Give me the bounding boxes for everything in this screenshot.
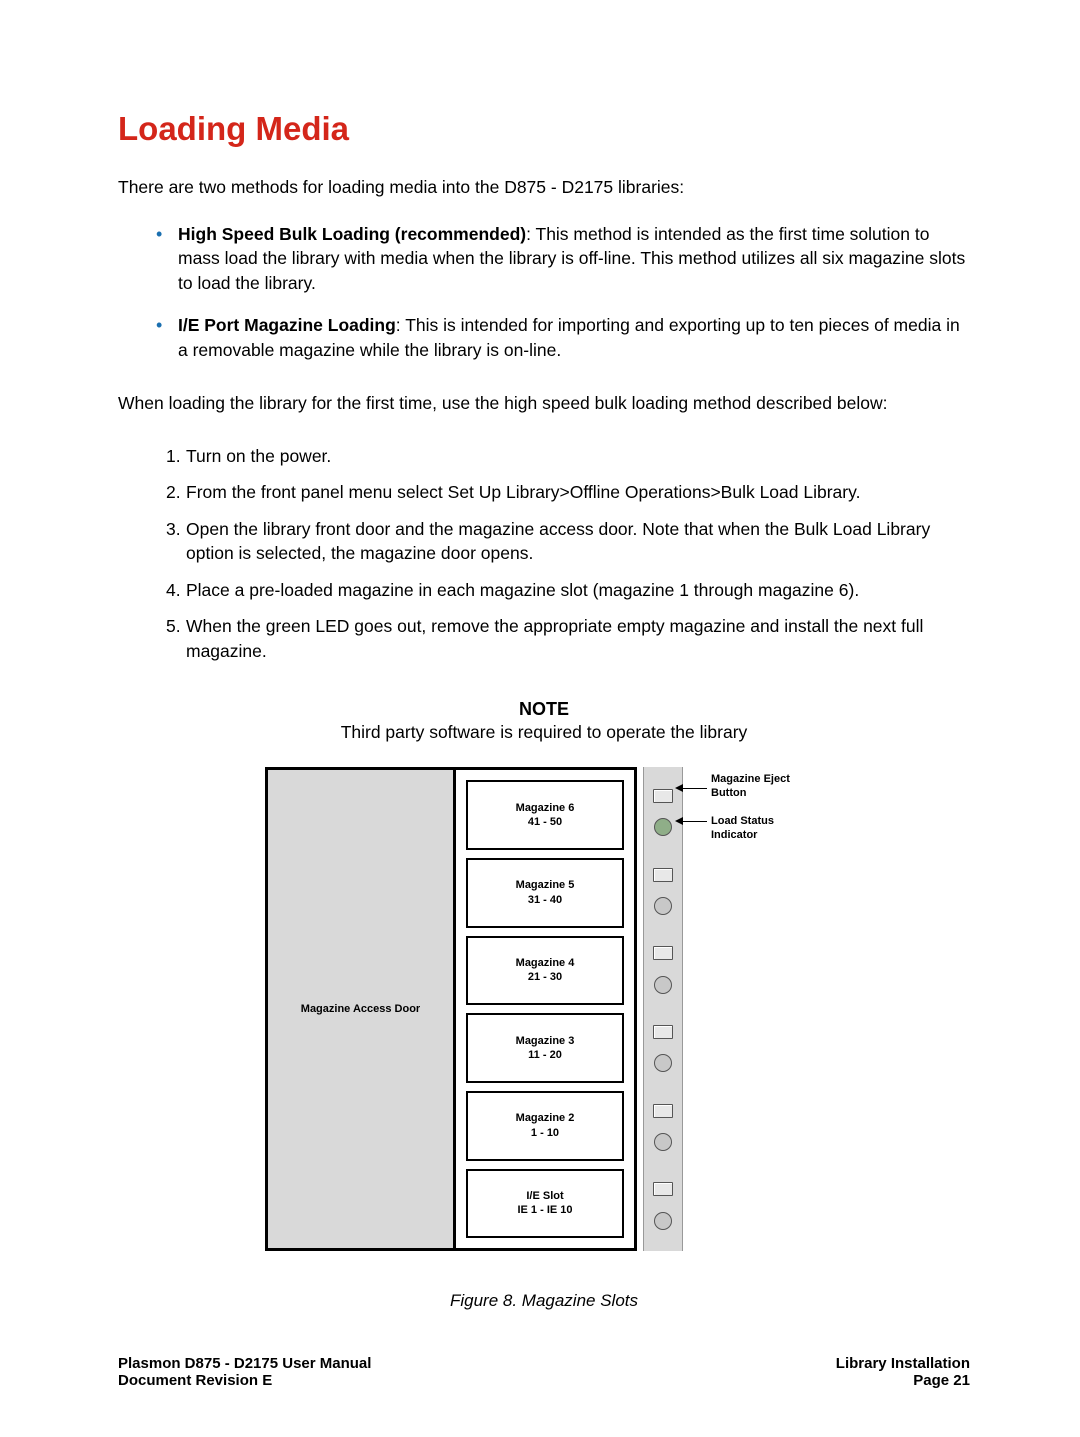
footer-manual-title: Plasmon D875 - D2175 User Manual — [118, 1355, 371, 1372]
eject-button-icon — [653, 1182, 673, 1196]
slot-name: Magazine 5 — [516, 878, 575, 892]
status-led-icon — [654, 976, 672, 994]
eject-button-icon — [653, 946, 673, 960]
figure-container: Magazine Access Door Magazine 6 41 - 50 … — [118, 767, 970, 1251]
slot-range: 41 - 50 — [528, 815, 562, 829]
status-led-icon — [654, 897, 672, 915]
list-item: High Speed Bulk Loading (recommended): T… — [156, 222, 970, 296]
pre-steps-text: When loading the library for the first t… — [118, 392, 970, 416]
magazine-slot: Magazine 4 21 - 30 — [466, 936, 624, 1006]
eject-button-icon — [653, 1104, 673, 1118]
control-cell — [644, 1092, 682, 1163]
magazine-slot: Magazine 5 31 - 40 — [466, 858, 624, 928]
footer-page-number: Page 21 — [836, 1372, 970, 1389]
step-item: From the front panel menu select Set Up … — [166, 480, 970, 505]
control-cell — [644, 856, 682, 927]
magazine-slot: Magazine 2 1 - 10 — [466, 1091, 624, 1161]
callout-line — [683, 821, 707, 822]
method-list: High Speed Bulk Loading (recommended): T… — [118, 222, 970, 363]
page-footer: Plasmon D875 - D2175 User Manual Documen… — [118, 1355, 970, 1389]
arrow-icon — [675, 784, 683, 792]
callout-led-label: Load Status Indicator — [711, 815, 774, 843]
slot-name: Magazine 2 — [516, 1111, 575, 1125]
footer-revision: Document Revision E — [118, 1372, 371, 1389]
step-item: When the green LED goes out, remove the … — [166, 614, 970, 663]
status-led-icon — [654, 1212, 672, 1230]
slot-range: 1 - 10 — [531, 1126, 559, 1140]
step-item: Place a pre-loaded magazine in each maga… — [166, 578, 970, 603]
callout-eject-label: Magazine Eject Button — [711, 773, 790, 801]
control-cell — [644, 935, 682, 1006]
control-cell — [644, 1171, 682, 1242]
list-lead: High Speed Bulk Loading (recommended) — [178, 224, 526, 244]
magazine-slot: I/E Slot IE 1 - IE 10 — [466, 1169, 624, 1239]
step-item: Turn on the power. — [166, 444, 970, 469]
control-cell — [644, 1013, 682, 1084]
note-text: Third party software is required to oper… — [118, 722, 970, 743]
eject-button-icon — [653, 789, 673, 803]
control-column — [643, 767, 683, 1251]
intro-text: There are two methods for loading media … — [118, 176, 970, 200]
door-label: Magazine Access Door — [301, 1003, 420, 1016]
arrow-icon — [675, 817, 683, 825]
eject-button-icon — [653, 1025, 673, 1039]
note-heading: NOTE — [118, 699, 970, 720]
status-led-icon — [654, 818, 672, 836]
callout-line — [683, 788, 707, 789]
slot-range: 21 - 30 — [528, 970, 562, 984]
page-title: Loading Media — [118, 110, 970, 148]
status-led-icon — [654, 1133, 672, 1151]
magazine-panel: Magazine 6 41 - 50 Magazine 5 31 - 40 Ma… — [456, 770, 634, 1248]
library-diagram: Magazine Access Door Magazine 6 41 - 50 … — [265, 767, 637, 1251]
slot-range: IE 1 - IE 10 — [517, 1203, 572, 1217]
step-item: Open the library front door and the maga… — [166, 517, 970, 566]
list-item: I/E Port Magazine Loading: This is inten… — [156, 313, 970, 362]
eject-button-icon — [653, 868, 673, 882]
steps-list: Turn on the power. From the front panel … — [118, 444, 970, 664]
slot-name: Magazine 3 — [516, 1034, 575, 1048]
slot-range: 11 - 20 — [528, 1048, 562, 1062]
slot-name: Magazine 6 — [516, 801, 575, 815]
figure-caption: Figure 8. Magazine Slots — [118, 1291, 970, 1311]
callouts: Magazine Eject Button Load Status Indica… — [683, 767, 823, 1251]
magazine-slot: Magazine 3 11 - 20 — [466, 1013, 624, 1083]
door-panel: Magazine Access Door — [268, 770, 456, 1248]
footer-section: Library Installation — [836, 1355, 970, 1372]
list-lead: I/E Port Magazine Loading — [178, 315, 396, 335]
status-led-icon — [654, 1054, 672, 1072]
slot-name: I/E Slot — [526, 1189, 563, 1203]
slot-name: Magazine 4 — [516, 956, 575, 970]
magazine-slot: Magazine 6 41 - 50 — [466, 780, 624, 850]
slot-range: 31 - 40 — [528, 893, 562, 907]
